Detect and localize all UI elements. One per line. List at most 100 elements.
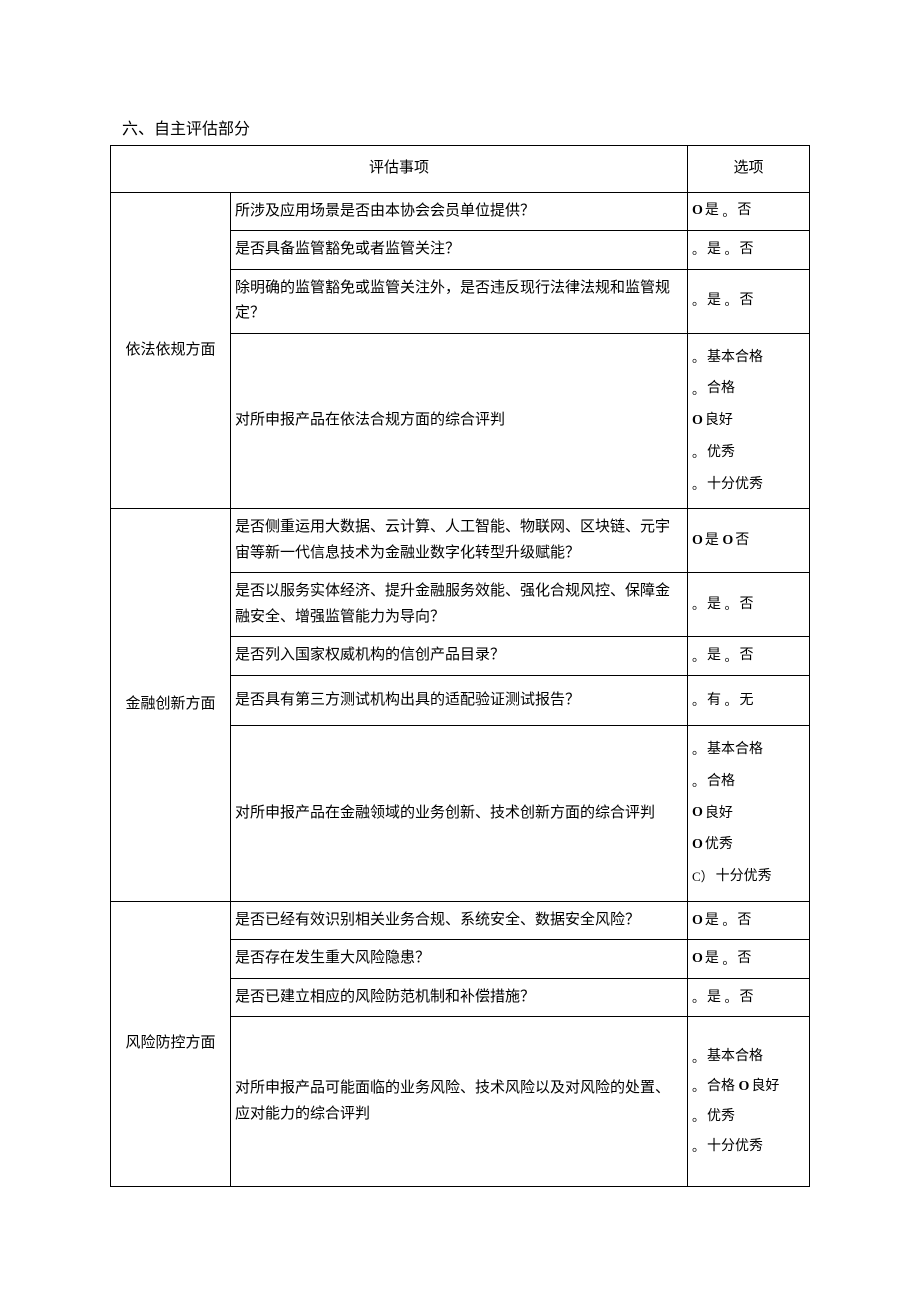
option-mark: 。 bbox=[692, 1051, 705, 1064]
option-cell: O是 。否 bbox=[688, 940, 810, 979]
option-mark: O bbox=[739, 1080, 750, 1094]
section-title: 六、自主评估部分 bbox=[110, 115, 810, 139]
option-mark: 。 bbox=[722, 205, 735, 218]
option-text: 否 bbox=[740, 597, 754, 612]
option-line: 。基本合格 bbox=[692, 738, 805, 762]
option-mark: O bbox=[692, 838, 703, 852]
option-mark: O bbox=[722, 534, 733, 548]
option-line: O良好 bbox=[692, 802, 805, 826]
question-cell: 所涉及应用场景是否由本协会会员单位提供？ bbox=[231, 192, 688, 231]
option-text: 合格 bbox=[707, 381, 735, 396]
option-mark: 。 bbox=[692, 598, 705, 611]
option-cell: 。是 。否 bbox=[688, 637, 810, 676]
option-mark: 。 bbox=[692, 1110, 705, 1123]
option-text: 十分优秀 bbox=[707, 1139, 763, 1154]
option-text: 优秀 bbox=[707, 445, 735, 460]
option-text: 十分优秀 bbox=[707, 477, 763, 492]
option-mark: 。 bbox=[692, 991, 705, 1004]
question-cell: 是否以服务实体经济、提升金融服务效能、强化合规风控、保障金融安全、增强监管能力为… bbox=[231, 573, 688, 637]
evaluation-table: 评估事项选项依法依规方面所涉及应用场景是否由本协会会员单位提供？O是 。否是否具… bbox=[110, 145, 810, 1187]
question-cell: 是否具有第三方测试机构出具的适配验证测试报告？ bbox=[231, 675, 688, 725]
option-text: 是 bbox=[707, 597, 721, 612]
option-text: 是 bbox=[707, 990, 721, 1005]
option-inline: O是 O否 bbox=[692, 533, 749, 548]
option-line: 。基本合格 bbox=[692, 1045, 805, 1069]
option-text: 基本合格 bbox=[707, 742, 763, 757]
option-line: O优秀 bbox=[692, 833, 805, 857]
question-cell: 是否已经有效识别相关业务合规、系统安全、数据安全风险？ bbox=[231, 901, 688, 940]
option-line: 。优秀 bbox=[692, 441, 805, 465]
option-cell: 。基本合格。合格O良好O优秀C）十分优秀 bbox=[688, 725, 810, 901]
option-text: 优秀 bbox=[707, 1109, 735, 1124]
option-mark: 。 bbox=[692, 650, 705, 663]
option-line: 。十分优秀 bbox=[692, 1135, 805, 1159]
option-inline: 。是 。否 bbox=[692, 648, 754, 663]
option-cell: O是 O否 bbox=[688, 509, 810, 573]
option-text: 是 bbox=[707, 293, 721, 308]
option-mark: 。 bbox=[692, 743, 705, 756]
option-mark: 。 bbox=[725, 243, 738, 256]
option-line: 。优秀 bbox=[692, 1105, 805, 1129]
option-mark: 。 bbox=[692, 694, 705, 707]
option-text: 否 bbox=[737, 913, 751, 928]
option-mark: 。 bbox=[692, 478, 705, 491]
question-cell: 是否存在发生重大风险隐患？ bbox=[231, 940, 688, 979]
option-mark: 。 bbox=[725, 991, 738, 1004]
option-inline: 。是 。否 bbox=[692, 293, 754, 308]
question-cell: 是否侧重运用大数据、云计算、人工智能、物联网、区块链、元宇宙等新一代信息技术为金… bbox=[231, 509, 688, 573]
option-text: 有 bbox=[707, 693, 721, 708]
option-mark: 。 bbox=[692, 1080, 705, 1093]
option-line: O良好 bbox=[692, 409, 805, 433]
option-text: 否 bbox=[735, 533, 749, 548]
option-text: 否 bbox=[737, 951, 751, 966]
option-text: 是 bbox=[707, 648, 721, 663]
category-cell: 风险防控方面 bbox=[111, 901, 231, 1187]
option-mark: C） bbox=[692, 870, 714, 883]
option-mark: O bbox=[692, 534, 703, 548]
option-text: 否 bbox=[740, 293, 754, 308]
option-mark: 。 bbox=[722, 914, 735, 927]
option-mark: 。 bbox=[725, 598, 738, 611]
option-line: 。合格 O良好 bbox=[692, 1075, 805, 1099]
table-row: 风险防控方面是否已经有效识别相关业务合规、系统安全、数据安全风险？O是 。否 bbox=[111, 901, 810, 940]
option-inline: O是 。否 bbox=[692, 913, 751, 928]
option-cell: 。有 。无 bbox=[688, 675, 810, 725]
option-line: 。合格 bbox=[692, 377, 805, 401]
option-text: 否 bbox=[740, 648, 754, 663]
option-mark: 。 bbox=[725, 650, 738, 663]
option-inline: 。是 。否 bbox=[692, 990, 754, 1005]
option-text: 否 bbox=[740, 242, 754, 257]
header-option: 选项 bbox=[688, 146, 810, 193]
option-text: 十分优秀 bbox=[716, 869, 772, 884]
option-block: 。基本合格。合格 O良好。优秀。十分优秀 bbox=[692, 1045, 805, 1158]
option-block: 。基本合格。合格O良好O优秀C）十分优秀 bbox=[692, 738, 805, 889]
option-mark: 。 bbox=[692, 351, 705, 364]
option-cell: 。是 。否 bbox=[688, 978, 810, 1017]
option-text: 基本合格 bbox=[707, 350, 763, 365]
option-cell: 。是 。否 bbox=[688, 231, 810, 270]
category-cell: 金融创新方面 bbox=[111, 509, 231, 901]
option-inline: O是 。否 bbox=[692, 951, 751, 966]
option-mark: O bbox=[692, 806, 703, 820]
option-block: 。基本合格。合格O良好。优秀。十分优秀 bbox=[692, 346, 805, 497]
option-text: 合格 bbox=[707, 774, 735, 789]
option-inline: 。有 。无 bbox=[692, 693, 754, 708]
option-inline: 。是 。否 bbox=[692, 242, 754, 257]
option-mark: O bbox=[692, 414, 703, 428]
option-mark: 。 bbox=[725, 694, 738, 707]
option-cell: 。基本合格。合格O良好。优秀。十分优秀 bbox=[688, 333, 810, 509]
option-text: 优秀 bbox=[705, 837, 733, 852]
option-inline: O是 。否 bbox=[692, 203, 751, 218]
option-mark: 。 bbox=[692, 383, 705, 396]
option-text: 无 bbox=[740, 693, 754, 708]
option-text: 是 bbox=[705, 533, 719, 548]
option-text: 是 bbox=[705, 951, 719, 966]
option-text: 良好 bbox=[705, 413, 733, 428]
option-text: 良好 bbox=[751, 1079, 779, 1094]
option-text: 是 bbox=[705, 913, 719, 928]
option-cell: 。是 。否 bbox=[688, 269, 810, 333]
option-text: 基本合格 bbox=[707, 1049, 763, 1064]
option-text: 良好 bbox=[705, 806, 733, 821]
option-mark: 。 bbox=[692, 775, 705, 788]
option-mark: O bbox=[692, 204, 703, 218]
